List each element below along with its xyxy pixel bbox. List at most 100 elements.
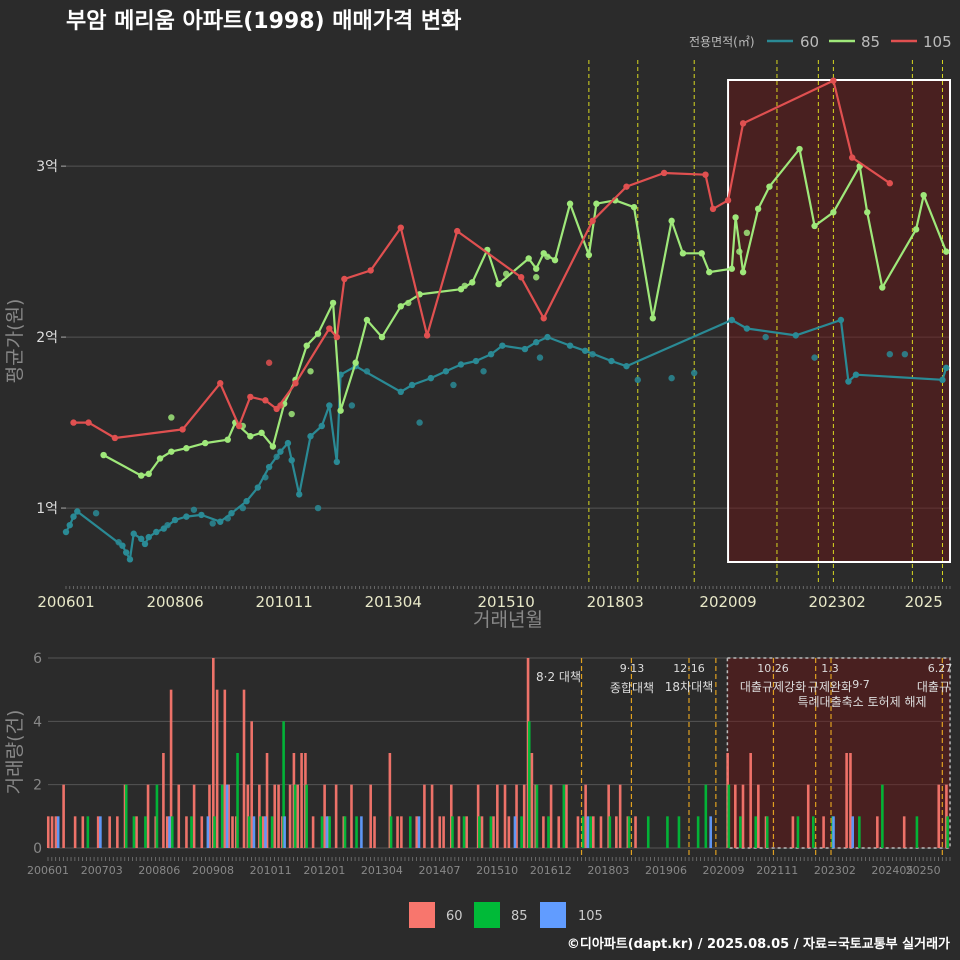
volume-bar-60: [81, 816, 85, 848]
volume-bar-85: [811, 816, 815, 848]
volume-bar-60: [54, 816, 58, 848]
price-point-85: [258, 429, 265, 437]
volume-bar-60: [373, 816, 376, 848]
price-point-60: [190, 506, 198, 513]
legend-label-105: 105: [923, 33, 952, 51]
price-point-85: [566, 200, 574, 207]
price-x-tick-label: 201304: [365, 593, 422, 611]
volume-bar-85: [236, 753, 239, 848]
price-point-60: [277, 448, 284, 455]
price-point-85: [736, 248, 743, 255]
volume-bar-105: [832, 816, 835, 848]
volume-annotation: 대출규: [917, 680, 950, 694]
price-point-60: [288, 456, 295, 464]
price-point-60: [348, 402, 356, 409]
price-point-85: [533, 265, 540, 272]
volume-bar-60: [507, 816, 511, 848]
price-x-tick-label: 200806: [146, 593, 203, 611]
price-point-105: [85, 419, 92, 426]
price-point-60: [901, 350, 909, 358]
volume-bar-85: [881, 784, 884, 848]
price-point-85: [830, 209, 837, 216]
price-point-105: [333, 333, 341, 341]
price-point-85: [743, 229, 751, 237]
price-point-85: [533, 274, 540, 281]
price-point-60: [183, 513, 190, 520]
price-point-60: [634, 376, 641, 384]
volume-bar-60: [615, 816, 618, 848]
volume-bar-60: [350, 784, 353, 848]
volume-x-tick-label: 202405: [871, 864, 913, 877]
volume-bar-85: [627, 816, 631, 848]
legend-label-85: 85: [861, 33, 880, 51]
volume-bar-60: [277, 784, 280, 848]
volume-annotation: 10.26: [757, 662, 789, 675]
volume-bar-85: [305, 784, 308, 848]
volume-bar-60: [822, 816, 825, 848]
volume-bar-105: [417, 816, 421, 848]
price-y-axis-title: 평균가(원): [4, 299, 26, 384]
volume-bar-60: [169, 689, 173, 848]
volume-bar-60: [108, 816, 111, 848]
price-point-105: [326, 325, 333, 332]
price-point-60: [837, 316, 845, 324]
volume-bar-105: [709, 816, 712, 848]
price-point-105: [397, 224, 404, 231]
volume-annotation: 12·16: [673, 662, 705, 675]
volume-bar-85: [132, 816, 136, 848]
price-point-105: [217, 380, 224, 387]
volume-bar-60: [522, 784, 526, 848]
price-point-60: [408, 381, 416, 389]
footer-credit: ©디아파트(dapt.kr) / 2025.08.05 / 자료=국토교통부 실…: [567, 936, 950, 952]
price-point-85: [754, 205, 762, 213]
volume-x-tick-label: 201906: [645, 864, 687, 877]
price-point-85: [864, 209, 871, 216]
price-x-tick-label: 201011: [256, 593, 313, 611]
volume-bar-60: [231, 816, 234, 848]
price-point-85: [706, 268, 713, 276]
price-y-tick-label: 3억: [36, 159, 58, 175]
price-x-tick-label: 201803: [587, 593, 644, 611]
price-point-85: [502, 270, 510, 278]
volume-bar-85: [282, 721, 285, 848]
price-point-60: [811, 354, 818, 361]
price-point-85: [269, 443, 277, 450]
price-point-60: [487, 350, 495, 358]
volume-bar-60: [177, 784, 181, 848]
price-point-60: [138, 535, 145, 543]
volume-bar-60: [806, 784, 810, 848]
price-point-60: [74, 508, 81, 515]
price-point-60: [122, 549, 130, 556]
price-point-85: [337, 407, 344, 414]
price-point-85: [397, 303, 404, 310]
volume-bar-60: [530, 753, 534, 848]
volume-bar-60: [565, 784, 568, 848]
price-point-85: [551, 256, 559, 264]
price-point-85: [585, 251, 593, 259]
volume-bar-85: [646, 816, 650, 848]
volume-bar-85: [220, 784, 224, 848]
price-point-85: [728, 265, 736, 272]
volume-bar-85: [451, 816, 454, 848]
price-point-85: [314, 330, 322, 337]
volume-bar-60: [50, 816, 54, 848]
volume-x-tick-label: 200703: [81, 864, 123, 877]
volume-bar-60: [480, 816, 484, 848]
volume-bar-60: [250, 721, 253, 848]
price-point-105: [709, 205, 717, 213]
price-point-60: [442, 368, 450, 375]
price-point-85: [329, 299, 337, 307]
volume-bar-105: [513, 816, 517, 848]
price-point-85: [201, 439, 209, 447]
price-point-60: [224, 515, 231, 522]
price-point-85: [224, 436, 231, 443]
volume-bar-85: [946, 816, 949, 848]
volume-x-tick-label: 201407: [419, 864, 461, 877]
price-point-60: [130, 530, 137, 537]
volume-x-tick-label: 201304: [361, 864, 403, 877]
price-point-60: [171, 516, 179, 524]
price-point-85: [544, 253, 551, 260]
price-point-60: [728, 316, 736, 324]
volume-bar-60: [223, 689, 227, 848]
